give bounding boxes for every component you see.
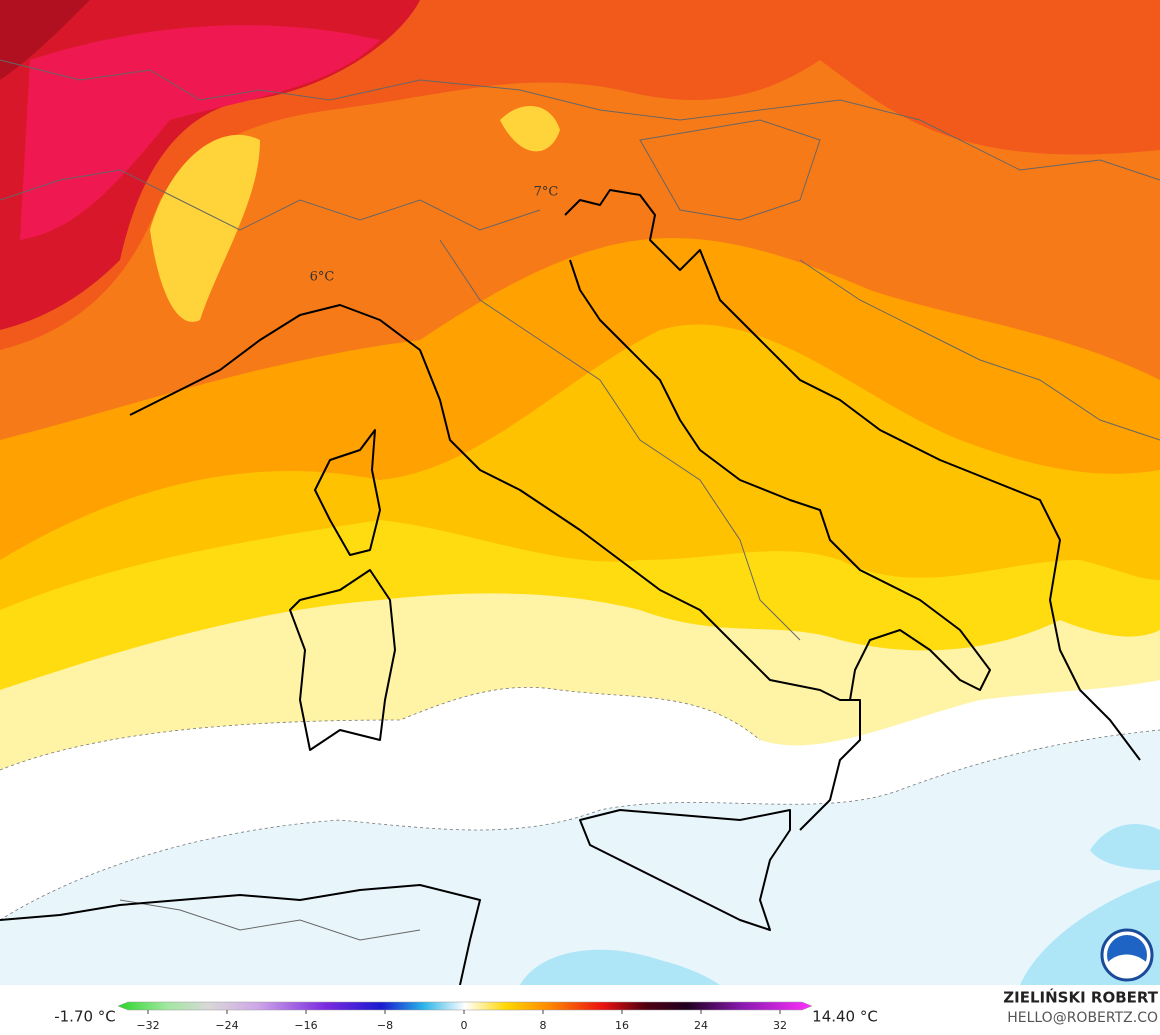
colorbar-max: 14.40 °C [812,1008,878,1026]
contour [0,729,1160,921]
field [20,25,380,241]
coastline [569,259,991,701]
coastline [289,569,396,751]
map: 7°C 6°C [0,0,1160,985]
field [0,0,90,80]
colorbar-tick-label: 0 [461,1019,468,1032]
field [1090,824,1160,870]
colorbar [117,1001,813,1011]
map-label: 7°C [534,185,559,200]
colorbar-tick-label: 8 [540,1019,547,1032]
noaa-logo [1100,928,1154,982]
colorbar-tick-label: −16 [294,1019,317,1032]
colorbar-tick-label: −24 [215,1019,238,1032]
credit-author: ZIELIŃSKI ROBERT [1003,988,1158,1007]
border [0,169,541,231]
border [439,239,801,641]
colorbar-tick-label: 32 [773,1019,787,1032]
coastline [0,884,481,985]
field [150,134,260,322]
credit-email: HELLO@ROBERTZ.CO [1007,1010,1158,1026]
colorbar-tick-label: 16 [615,1019,629,1032]
border [639,119,821,221]
field [520,949,720,985]
colorbar-tick-label: −8 [377,1019,393,1032]
coastline [129,304,861,831]
coastline [579,809,791,931]
colorbar-tick-label: 24 [694,1019,708,1032]
colorbar-min: -1.70 °C [54,1008,116,1026]
border [0,59,1160,181]
coastline [314,429,381,556]
coastline [564,189,1141,761]
border [119,899,421,941]
colorbar-tick-label: −32 [136,1019,159,1032]
map-label: 6°C [310,270,335,285]
field [500,106,560,152]
border [799,259,1160,441]
